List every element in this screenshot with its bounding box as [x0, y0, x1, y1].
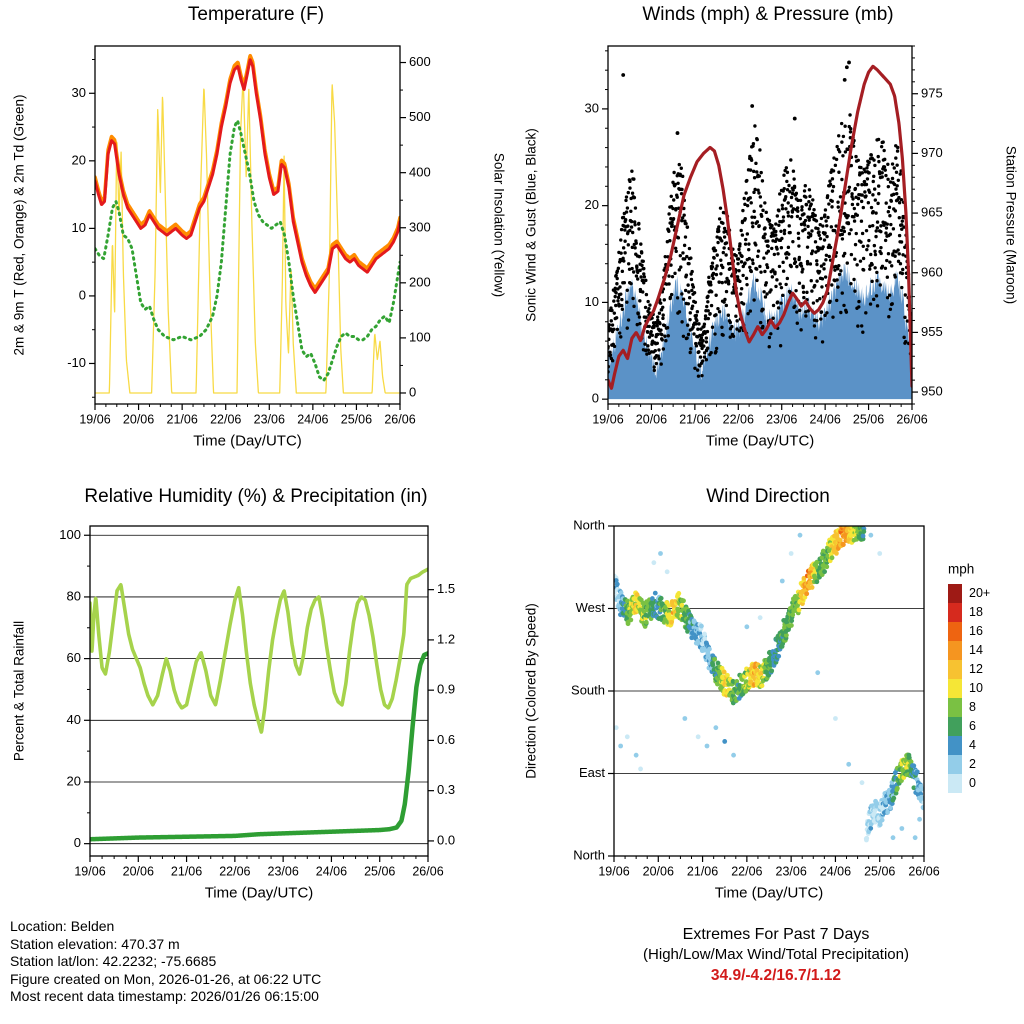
extremes-title: Extremes For Past 7 Days	[682, 926, 870, 943]
panel-temperature: Temperature (F)	[0, 0, 512, 468]
extremes-summary: Extremes For Past 7 Days (High/Low/Max W…	[556, 924, 996, 986]
station-latlon: Station lat/lon: 42.2232; -75.6685	[10, 953, 217, 969]
chart-title-rh-precip: Relative Humidity (%) & Precipitation (i…	[84, 486, 428, 507]
temperature-chart-canvas	[0, 32, 512, 468]
panel-winds-pressure: Winds (mph) & Pressure (mb)	[512, 0, 1024, 468]
station-location: Location: Belden	[10, 918, 115, 934]
winds-pressure-chart-canvas	[512, 32, 1024, 468]
station-info: Location: Belden Station elevation: 470.…	[10, 918, 321, 1006]
rh-precip-chart-canvas	[0, 514, 512, 918]
extremes-values: 34.9/-4.2/16.7/1.12	[710, 967, 842, 984]
station-elevation: Station elevation: 470.37 m	[10, 935, 180, 952]
most-recent-data-timestamp: Most recent data timestamp: 2026/01/26 0…	[10, 988, 319, 1004]
chart-title-temperature: Temperature (F)	[187, 4, 325, 25]
chart-title-winds-pressure: Winds (mph) & Pressure (mb)	[642, 4, 894, 25]
wind-direction-chart-canvas	[512, 514, 1024, 918]
panel-wind-direction: Wind Direction	[512, 482, 1024, 918]
panel-rh-precip: Relative Humidity (%) & Precipitation (i…	[0, 482, 512, 918]
extremes-subtitle: (High/Low/Max Wind/Total Precipitation)	[643, 946, 909, 963]
figure-created-timestamp: Figure created on Mon, 2026-01-26, at 06…	[10, 970, 322, 987]
chart-title-wind-direction: Wind Direction	[706, 486, 830, 507]
